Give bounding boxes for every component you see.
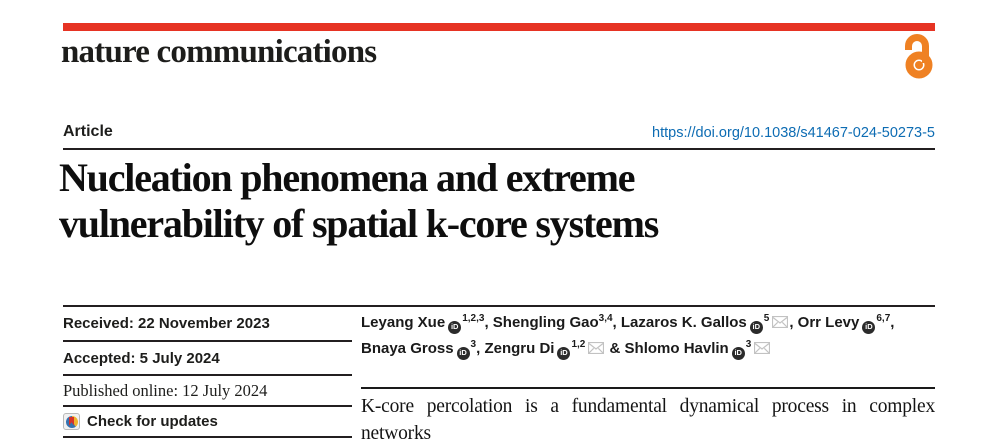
- author-name: Orr Levy: [797, 314, 860, 331]
- author-affiliation-sup: 6,7: [876, 313, 891, 324]
- author-name: Shengling Gao: [492, 314, 599, 331]
- columns-top-rule: [63, 305, 935, 307]
- journal-logo[interactable]: nature communications: [61, 34, 377, 70]
- published-row: Published online: 12 July 2024: [63, 376, 352, 407]
- abstract-line-1: K-core percolation is a fundamental dyna…: [361, 396, 935, 444]
- received-date: Received: 22 November 2023: [63, 315, 270, 332]
- author-name: Zengru Di: [484, 340, 555, 357]
- article-type-label: Article: [63, 123, 113, 140]
- author-separator: ,: [890, 314, 895, 331]
- author-affiliation-sup: 3: [470, 339, 477, 350]
- header-rule: [63, 148, 935, 150]
- author-name: Shlomo Havlin: [624, 340, 729, 357]
- author: Shlomo Havlin iD3: [624, 339, 772, 360]
- author-separator: ,: [789, 314, 798, 331]
- orcid-icon[interactable]: iD: [557, 346, 571, 360]
- author: Bnaya Gross iD3,: [361, 339, 485, 360]
- paper-title: Nucleation phenomena and extreme vulnerab…: [59, 155, 659, 247]
- open-access-icon: [905, 34, 933, 79]
- orcid-icon[interactable]: iD: [731, 346, 745, 360]
- accepted-row: Accepted: 5 July 2024: [63, 342, 352, 376]
- orcid-icon[interactable]: iD: [862, 320, 876, 334]
- email-icon[interactable]: [588, 341, 605, 355]
- published-date: Published online: 12 July 2024: [63, 380, 268, 400]
- orcid-icon[interactable]: iD: [749, 320, 763, 334]
- title-line-2: vulnerability of spatial k-core systems: [59, 201, 659, 246]
- author-name: Bnaya Gross: [361, 340, 454, 357]
- author-affiliation-sup: 1,2: [571, 339, 586, 350]
- accepted-date: Accepted: 5 July 2024: [63, 349, 220, 367]
- orcid-icon[interactable]: iD: [448, 320, 462, 334]
- author-affiliation-sup: 3: [745, 339, 752, 350]
- author: Shengling Gao3,4,: [492, 313, 621, 332]
- abstract-text: K-core percolation is a fundamental dyna…: [361, 393, 935, 445]
- email-icon[interactable]: [754, 341, 771, 355]
- title-line-1: Nucleation phenomena and extreme: [59, 155, 635, 200]
- orcid-icon[interactable]: iD: [456, 346, 470, 360]
- brand-rule: [63, 23, 935, 31]
- author-separator: ,: [476, 340, 485, 357]
- author: Orr Levy iD6,7,: [797, 313, 895, 334]
- author: Lazaros K. Gallos iD5,: [620, 313, 798, 334]
- author: Zengru Di iD1,2 &: [484, 339, 625, 360]
- author-affiliation-sup: 1,2,3: [462, 313, 485, 324]
- author: Leyang Xue iD1,2,3,: [361, 313, 493, 334]
- email-icon[interactable]: [772, 315, 789, 329]
- article-history: Received: 22 November 2023 Accepted: 5 J…: [63, 307, 352, 438]
- author-separator: ,: [612, 314, 621, 331]
- author-name: Lazaros K. Gallos: [620, 314, 747, 331]
- author-list: Leyang Xue iD1,2,3, Shengling Gao3,4, Laz…: [361, 310, 941, 362]
- doi-link[interactable]: https://doi.org/10.1038/s41467-024-50273…: [652, 125, 935, 141]
- check-for-updates-button[interactable]: Check for updates: [63, 407, 352, 438]
- author-separator: &: [605, 340, 625, 357]
- author-name: Leyang Xue: [361, 314, 446, 331]
- crossmark-icon: [63, 413, 80, 430]
- abstract-rule: [361, 387, 935, 389]
- received-row: Received: 22 November 2023: [63, 307, 352, 342]
- author-separator: ,: [484, 314, 493, 331]
- author-affiliation-sup: 5: [763, 313, 770, 324]
- check-for-updates-label: Check for updates: [87, 413, 218, 430]
- author-affiliation-sup: 3,4: [598, 313, 613, 324]
